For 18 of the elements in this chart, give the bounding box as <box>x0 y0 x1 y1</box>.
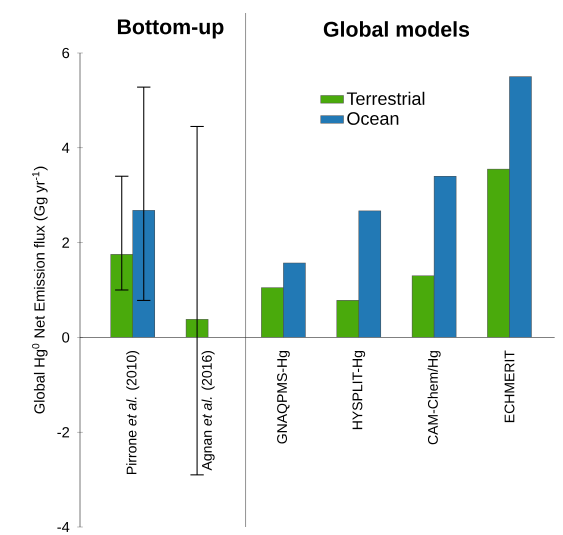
x-tick-label: Agnan et al. (2016) <box>202 350 215 470</box>
y-axis-title: Global Hg$^{0}$ Net Emission flux (Gg yr$^{-1}$) <box>32 166 48 414</box>
legend-label: Ocean <box>347 112 398 125</box>
text: Global models <box>324 21 470 37</box>
x-tick-label: Pirrone et al. (2010) <box>126 350 140 474</box>
x-tick-label: GNAQPMS-Hg <box>277 351 290 444</box>
x-tick-label: ECHMERIT <box>504 350 514 422</box>
y-tick-label: 0 <box>62 332 70 343</box>
text: Bottom-up <box>118 19 224 39</box>
y-tick-label: 2 <box>62 237 70 248</box>
legend-label: Terrestrial <box>346 92 424 105</box>
y-tick-label: -4 <box>57 522 70 532</box>
y-tick-label: 4 <box>62 142 70 153</box>
y-tick-label: -2 <box>57 427 70 438</box>
x-tick-label: HYSPLIT-Hg <box>352 351 366 430</box>
x-tick-label: CAM-Chem/Hg <box>428 351 441 444</box>
y-tick-label: 6 <box>62 48 70 58</box>
bar <box>186 319 208 338</box>
